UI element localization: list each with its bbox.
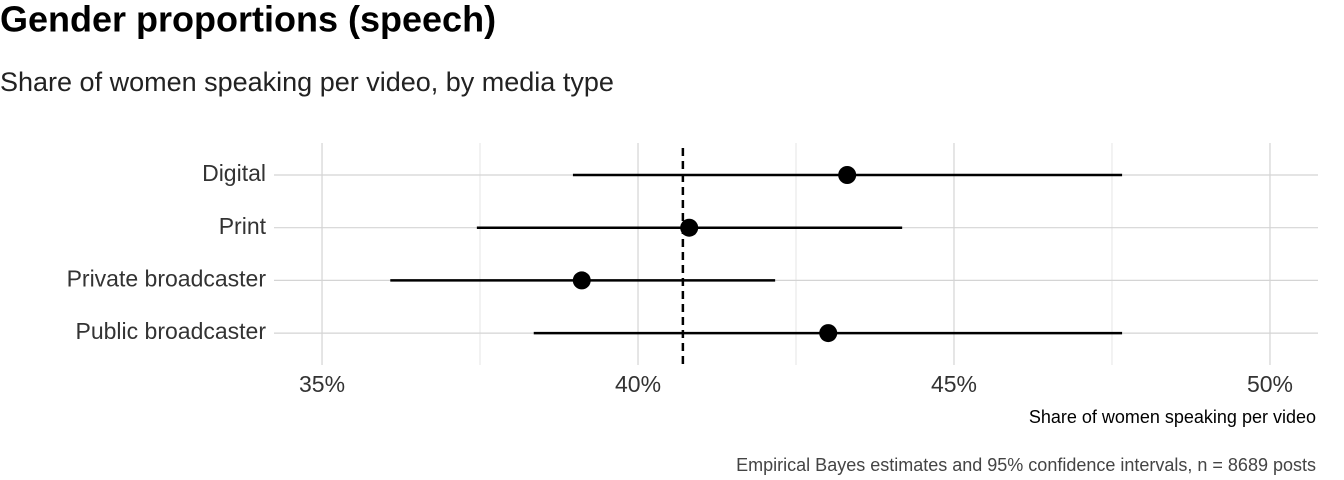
x-tick-label: 40% — [615, 371, 661, 397]
point — [572, 271, 591, 290]
x-axis-label: Share of women speaking per video — [1029, 407, 1316, 427]
x-tick-label: 45% — [931, 371, 977, 397]
caption: Empirical Bayes estimates and 95% confid… — [736, 455, 1316, 475]
chart-subtitle: Share of women speaking per video, by me… — [0, 67, 614, 97]
x-tick-label: 35% — [299, 371, 345, 397]
point — [819, 324, 838, 343]
x-tick-label: 50% — [1247, 371, 1293, 397]
y-tick-label: Digital — [202, 160, 266, 186]
y-tick-label: Private broadcaster — [67, 265, 267, 291]
y-tick-label: Print — [219, 213, 267, 239]
point — [838, 166, 857, 184]
y-tick-label: Public broadcaster — [76, 318, 267, 344]
point — [680, 218, 699, 237]
chart-title: Gender proportions (speech) — [0, 0, 496, 40]
